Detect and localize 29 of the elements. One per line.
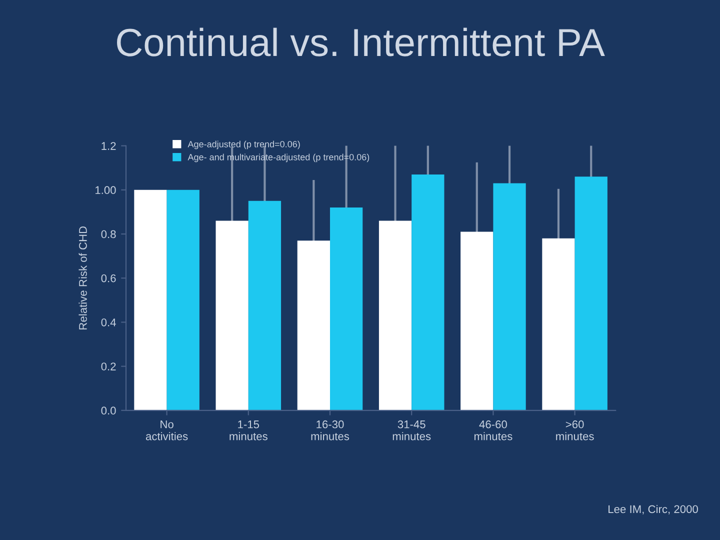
y-tick-label: 0.8 xyxy=(101,230,116,238)
bar xyxy=(248,200,282,410)
y-axis-title: Relative Risk of CHD xyxy=(78,226,87,330)
legend-label: Age-adjusted (p trend=0.06) xyxy=(188,140,300,150)
bar xyxy=(216,220,248,410)
bar xyxy=(412,174,444,410)
x-tick-label: 1-15 minutes xyxy=(230,420,268,440)
bar xyxy=(134,190,167,410)
bar xyxy=(378,220,412,410)
y-tick-label: 0.0 xyxy=(101,406,116,415)
y-tick-label: 0.4 xyxy=(101,318,116,326)
x-tick-label: 31-45 minutes xyxy=(392,420,431,440)
chart-title: Continual vs. Intermittent PA xyxy=(117,28,605,56)
bar xyxy=(493,183,526,410)
y-tick-label: 0.6 xyxy=(101,274,116,282)
bar xyxy=(297,240,330,410)
x-tick-label: 46-60 minutes xyxy=(474,420,512,440)
bar xyxy=(542,238,575,410)
y-tick-label: 0.2 xyxy=(101,362,116,370)
bar xyxy=(166,190,200,410)
x-tick-label: 16-30 minutes xyxy=(311,420,350,440)
bar xyxy=(460,232,494,410)
x-tick-label: No activities xyxy=(146,420,188,440)
x-tick-label: >60 minutes xyxy=(556,420,594,440)
text: Lee IM, Circ, 2000 xyxy=(608,504,698,514)
bar xyxy=(330,208,363,410)
bar xyxy=(574,176,608,410)
y-tick-label: 1.00 xyxy=(96,186,116,194)
y-tick-label: 1.2 xyxy=(102,142,116,150)
